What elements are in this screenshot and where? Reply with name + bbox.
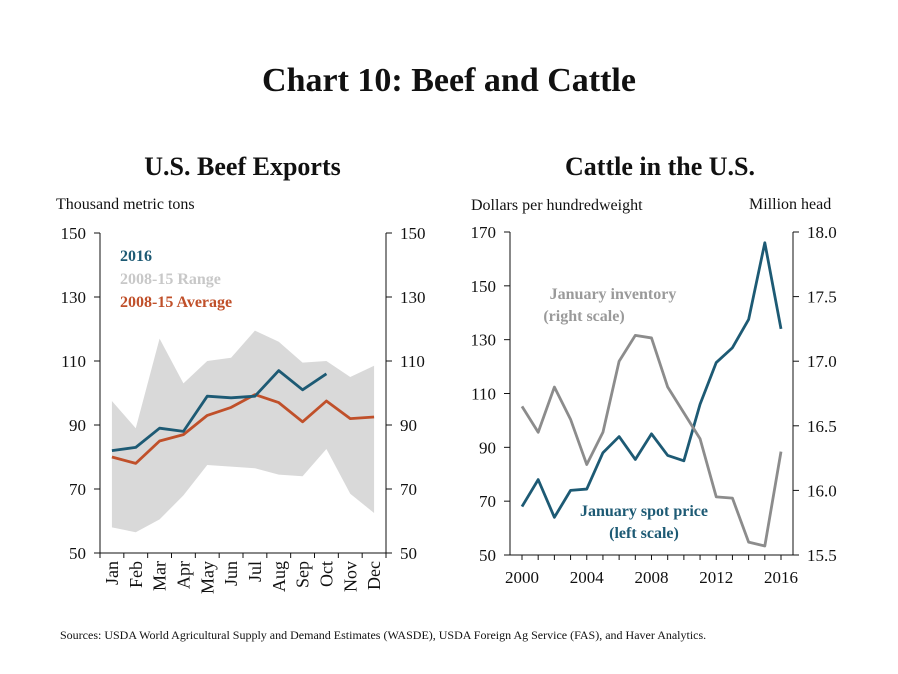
beef-exports-title: U.S. Beef Exports	[144, 152, 341, 181]
left-y-tick-label: 70	[479, 492, 496, 511]
chart-sources: Sources: USDA World Agricultural Supply …	[60, 628, 707, 642]
left-y-tick-label: 90	[69, 416, 86, 435]
series-line-2016	[111, 369, 328, 452]
left-y-tick-label: 130	[61, 288, 87, 307]
left-y-tick-label: 110	[61, 352, 86, 371]
right-y-tick-label: 90	[400, 416, 417, 435]
annotation-spot-price-scale: (left scale)	[609, 525, 679, 542]
cattle-chart: 50 70 90 110 130 150 170 15.5 16.0 16.5 17.0 17.5 18…	[471, 223, 837, 587]
right-y-tick-label: 70	[400, 480, 417, 499]
x-tick-label-may: May	[197, 561, 217, 594]
x-tick-label-dec: Dec	[364, 561, 384, 590]
left-y-tick-label: 70	[69, 480, 86, 499]
left-y-tick-label: 150	[471, 277, 497, 296]
right-y-tick-label: 16.0	[807, 481, 837, 500]
beef-exports-y-axis-label: Thousand metric tons	[56, 196, 195, 213]
x-tick-label: 2004	[570, 568, 605, 587]
x-tick-label: 2008	[635, 568, 669, 587]
x-tick-label-jan: Jan	[102, 561, 122, 585]
right-y-tick-label: 16.5	[807, 417, 837, 436]
right-y-tick-label: 150	[400, 224, 426, 243]
x-tick-label-jul: Jul	[245, 561, 265, 582]
x-tick-label-aug: Aug	[269, 561, 289, 592]
x-tick-label-feb: Feb	[126, 561, 146, 588]
left-y-tick-label: 90	[479, 438, 496, 457]
right-y-tick-label: 130	[400, 288, 426, 307]
annotation-inventory: January inventory	[550, 286, 677, 303]
left-y-tick-label: 150	[61, 224, 87, 243]
x-tick-label: 2000	[505, 568, 539, 587]
x-tick-label-apr: Apr	[173, 561, 193, 589]
series-line-2008-15-average	[111, 393, 375, 465]
annotation-spot-price: January spot price	[580, 503, 708, 520]
right-y-tick-label: 17.5	[807, 288, 837, 307]
x-tick-label-sep: Sep	[293, 561, 313, 588]
right-y-tick-label: 17.0	[807, 352, 837, 371]
x-tick-label-mar: Mar	[150, 561, 170, 591]
x-tick-label: 2012	[699, 568, 733, 587]
chart-title: Chart 10: Beef and Cattle	[262, 62, 636, 99]
right-y-tick-label: 15.5	[807, 546, 837, 565]
series-line-january-spot-price	[520, 241, 783, 519]
cattle-right-axis-label: Million head	[749, 196, 832, 213]
x-tick-label-jun: Jun	[221, 561, 241, 586]
left-y-tick-label: 170	[471, 223, 497, 242]
legend-2008-15-average: 2008-15 Average	[120, 294, 232, 311]
range-band	[111, 330, 375, 533]
annotation-inventory-scale: (right scale)	[543, 308, 624, 325]
series-line-january-inventory	[520, 333, 783, 548]
right-y-tick-label: 18.0	[807, 223, 837, 242]
x-tick-label-oct: Oct	[316, 561, 336, 587]
x-tick-label: 2016	[764, 568, 798, 587]
legend-2008-15-range: 2008-15 Range	[120, 271, 221, 288]
left-y-tick-label: 130	[471, 331, 497, 350]
right-y-tick-label: 50	[400, 544, 417, 563]
left-y-tick-label: 50	[479, 546, 496, 565]
left-y-tick-label: 110	[471, 385, 496, 404]
legend-2016: 2016	[120, 248, 152, 265]
cattle-title: Cattle in the U.S.	[565, 152, 755, 181]
x-tick-label-nov: Nov	[340, 561, 360, 592]
left-y-tick-label: 50	[69, 544, 86, 563]
cattle-left-axis-label: Dollars per hundredweight	[471, 197, 643, 214]
right-y-tick-label: 110	[400, 352, 425, 371]
